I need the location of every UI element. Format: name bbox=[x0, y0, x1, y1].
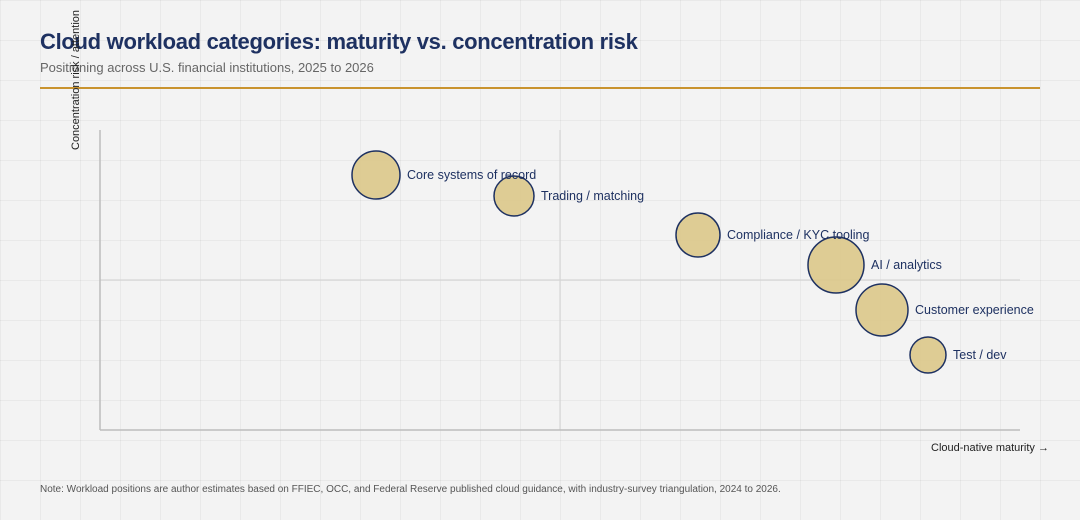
bubble-label: Trading / matching bbox=[541, 189, 644, 203]
bubble bbox=[351, 150, 401, 200]
bubble-label: Customer experience bbox=[915, 303, 1034, 317]
chart-title: Cloud workload categories: maturity vs. … bbox=[40, 29, 638, 54]
bubble bbox=[855, 283, 909, 337]
bubble-label: Compliance / KYC tooling bbox=[727, 228, 869, 242]
source-note: Note: Workload positions are author esti… bbox=[40, 484, 781, 495]
chart-subtitle: Positioning across U.S. financial instit… bbox=[40, 60, 374, 75]
bubble-label: AI / analytics bbox=[871, 258, 942, 272]
bubble bbox=[675, 212, 721, 258]
bubble bbox=[909, 336, 947, 374]
bubble bbox=[493, 175, 535, 217]
x-axis-label: Cloud-native maturity → bbox=[931, 442, 1049, 454]
bubble-series: Core systems of record Trading / matching… bbox=[351, 150, 1034, 374]
bubble-label: Core systems of record bbox=[407, 168, 536, 182]
bubble-label: Test / dev bbox=[953, 348, 1007, 362]
bubble bbox=[807, 236, 865, 294]
header-divider bbox=[40, 87, 1040, 89]
y-axis-label: Concentration risk / attention bbox=[70, 10, 82, 150]
